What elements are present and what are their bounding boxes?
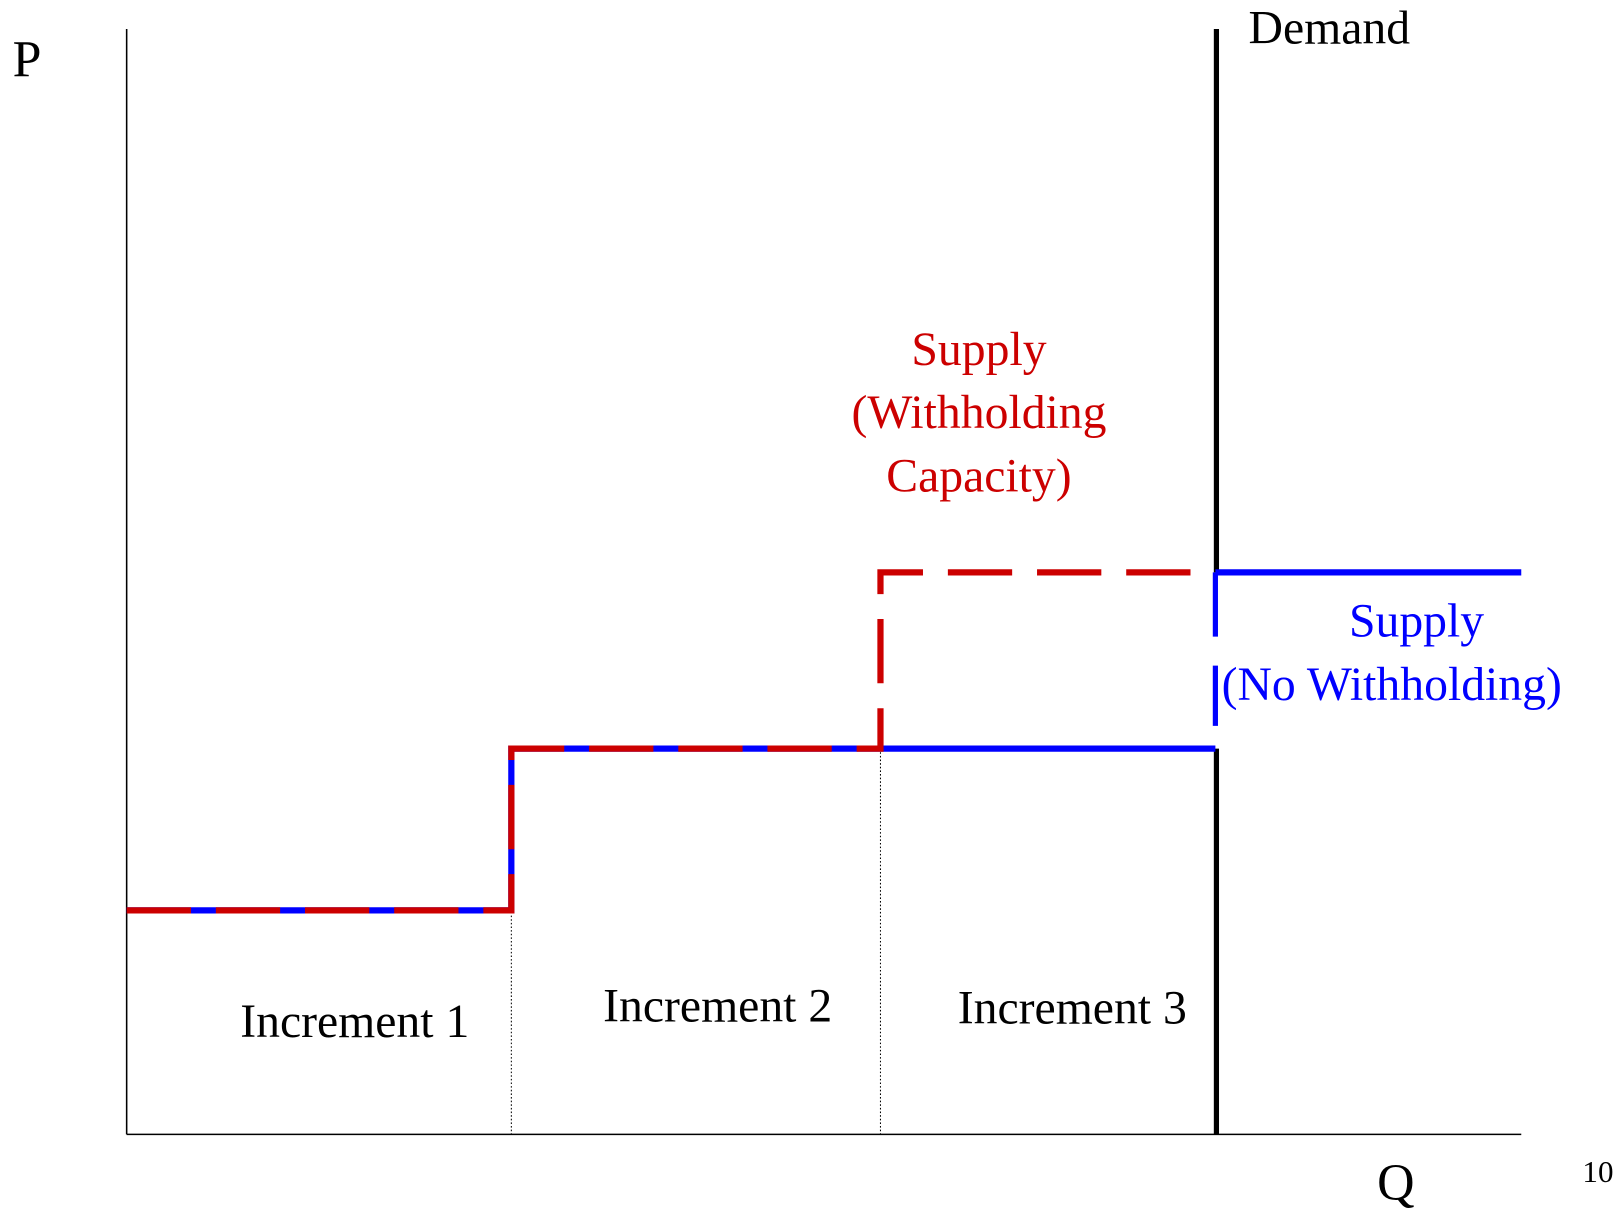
page-number: 10 [1582,1154,1613,1189]
supply-withholding [126,569,1212,914]
increment-label: Increment 2 [603,980,832,1032]
supply-withholding-label: Capacity) [886,450,1071,502]
y-axis-label: P [13,32,42,89]
supply-no-withholding-label: (No Withholding) [1222,659,1562,711]
supply-withholding-label: (Withholding [851,387,1106,439]
supply-no-withholding-label: Supply [1349,596,1484,648]
demand-label: Demand [1249,3,1411,55]
supply-no-withholding [126,745,1216,914]
supply-withholding-label: Supply [911,324,1046,376]
x-axis-label: Q [1377,1155,1414,1209]
increment-label: Increment 3 [958,982,1187,1034]
increment-label: Increment 1 [240,996,469,1048]
